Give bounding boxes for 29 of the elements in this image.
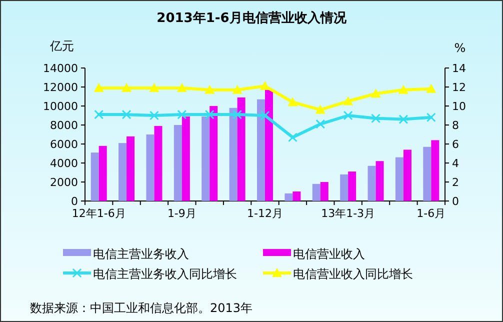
y-tick-label: 2000 bbox=[50, 176, 78, 189]
y2-tick-label: 14 bbox=[452, 62, 466, 75]
legend-label: 电信营业收入 bbox=[293, 247, 365, 261]
y2-axis-title: % bbox=[454, 41, 466, 55]
y-tick-label: 10000 bbox=[43, 100, 78, 113]
y2-tick-label: 10 bbox=[452, 100, 466, 113]
y2-tick-label: 0 bbox=[452, 195, 459, 208]
y2-tick-label: 4 bbox=[452, 157, 459, 170]
x-tick-label: 1-12月 bbox=[247, 207, 283, 220]
chart-title: 2013年1-6月电信营业收入情况 bbox=[156, 10, 348, 26]
y-tick-label: 4000 bbox=[50, 157, 78, 170]
legend-label: 电信主营业务收入 bbox=[93, 247, 189, 261]
y-tick-label: 6000 bbox=[50, 138, 78, 151]
legend-label: 电信营业收入同比增长 bbox=[293, 267, 413, 281]
y-tick-label: 12000 bbox=[43, 81, 78, 94]
y2-tick-label: 6 bbox=[452, 138, 459, 151]
x-tick-label: 12年1-6月 bbox=[72, 207, 126, 220]
y-tick-label: 8000 bbox=[50, 119, 78, 132]
x-tick-label: 1-6月 bbox=[416, 207, 446, 220]
y2-tick-label: 2 bbox=[452, 176, 459, 189]
y2-tick-label: 12 bbox=[452, 81, 466, 94]
y2-tick-label: 8 bbox=[452, 119, 459, 132]
y-axis-title: 亿元 bbox=[49, 39, 74, 53]
y-tick-label: 14000 bbox=[43, 62, 78, 75]
x-tick-label: 13年1-3月 bbox=[321, 207, 376, 220]
y-tick-label: 0 bbox=[71, 195, 78, 208]
source-note: 数据来源：中国工业和信息化部。2013年 bbox=[30, 301, 253, 315]
x-tick-label: 1-9月 bbox=[167, 207, 196, 220]
legend-label: 电信主营业务收入同比增长 bbox=[93, 267, 237, 281]
